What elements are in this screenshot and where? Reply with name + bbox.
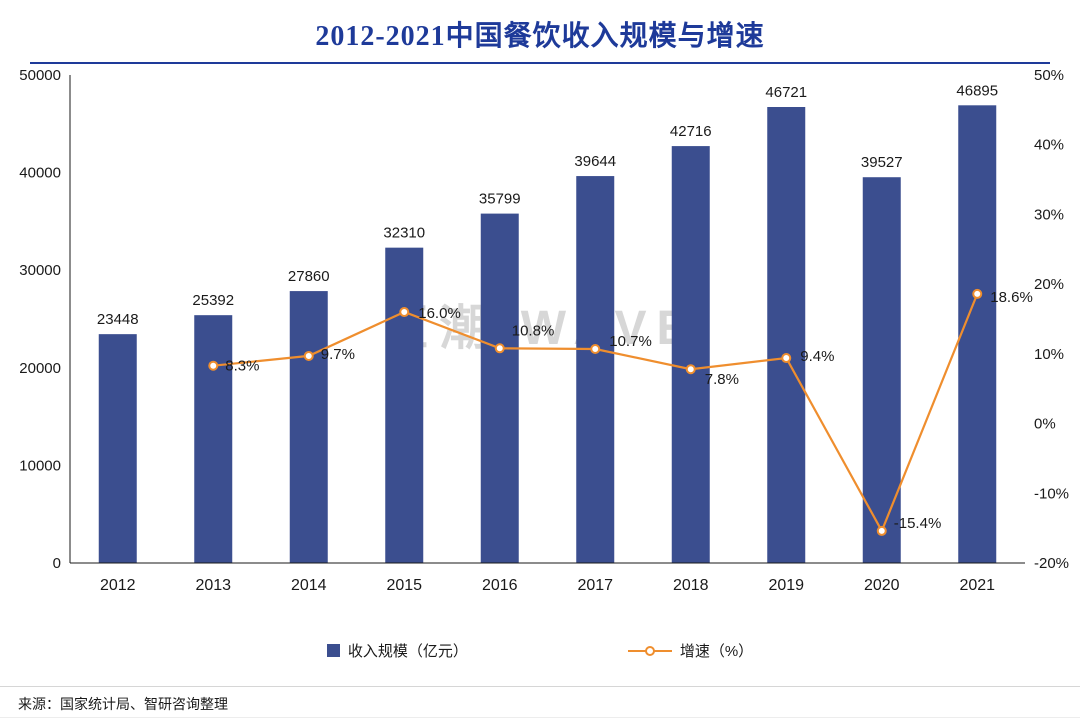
growth-value-label: 10.8% [512, 322, 555, 339]
bar-value-label: 23448 [97, 311, 139, 328]
growth-value-label: 9.4% [800, 348, 834, 365]
left-axis-tick: 20000 [19, 360, 61, 377]
right-axis-tick: 20% [1034, 276, 1064, 293]
growth-swatch-marker [644, 645, 655, 656]
left-axis-tick: 40000 [19, 165, 61, 182]
bar-value-label: 42716 [670, 123, 712, 140]
growth-series-swatch [627, 645, 672, 656]
growth-value-label: 8.3% [225, 358, 259, 375]
bar-2018[interactable] [671, 146, 710, 563]
revenue-legend-label: 收入规模（亿元） [347, 643, 468, 660]
growth-value-label: 10.7% [609, 333, 652, 350]
right-axis-tick: -20% [1034, 555, 1069, 572]
growth-value-label: 18.6% [990, 289, 1033, 306]
growth-marker[interactable] [399, 307, 410, 318]
right-axis-tick: 0% [1034, 416, 1056, 433]
growth-marker[interactable] [303, 350, 314, 361]
bar-2021[interactable] [958, 105, 997, 563]
bar-2017[interactable] [576, 176, 615, 563]
chart-canvas: 23448 25392 27860 32310 35799 39644 42716 46721… [19, 67, 1069, 594]
growth-marker[interactable] [590, 343, 601, 354]
bar-2016[interactable] [480, 213, 519, 564]
growth-value-label: 7.8% [705, 371, 739, 388]
right-axis-tick: 30% [1034, 206, 1064, 223]
x-axis-label: 2014 [291, 577, 327, 594]
watermark: 巨潮 WAVE [381, 302, 699, 355]
bar-2013[interactable] [194, 315, 233, 563]
x-axis-label: 2021 [959, 577, 995, 594]
right-axis-tick: 10% [1034, 346, 1064, 363]
legend-item-revenue[interactable]: 收入规模（亿元） [326, 640, 468, 661]
growth-marker[interactable] [685, 364, 696, 375]
bar-value-label: 46721 [765, 84, 807, 101]
legend: 收入规模（亿元） 增速（%） [0, 640, 1080, 661]
revenue-series-swatch [326, 644, 340, 657]
growth-value-label: 9.7% [321, 346, 355, 363]
x-axis-label: 2016 [482, 577, 518, 594]
growth-marker[interactable] [494, 343, 505, 354]
bar-value-label: 39527 [861, 154, 903, 171]
source-note: 来源：国家统计局、智研咨询整理 [18, 696, 228, 712]
right-axis-tick: 50% [1034, 67, 1064, 84]
bar-2015[interactable] [385, 247, 424, 563]
x-axis-label: 2013 [195, 577, 231, 594]
growth-marker[interactable] [972, 288, 983, 299]
legend-item-growth[interactable]: 增速（%） [627, 640, 754, 661]
chart-title: 2012-2021中国餐饮收入规模与增速 [315, 21, 765, 52]
bar-value-label: 46895 [956, 82, 998, 99]
left-axis-tick: 0 [53, 555, 61, 572]
x-axis-label: 2019 [768, 577, 804, 594]
bar-value-label: 25392 [192, 292, 234, 309]
x-axis-label: 2020 [864, 577, 900, 594]
left-axis-tick: 50000 [19, 67, 61, 84]
bar-2019[interactable] [767, 107, 806, 563]
growth-marker[interactable] [781, 353, 792, 364]
growth-value-label: -15.4% [894, 515, 942, 532]
x-axis-label: 2018 [673, 577, 709, 594]
bar-value-label: 39644 [574, 153, 616, 170]
growth-marker[interactable] [208, 360, 219, 371]
left-axis-tick: 30000 [19, 262, 61, 279]
bar-value-label: 27860 [288, 268, 330, 285]
x-axis-label: 2012 [100, 577, 136, 594]
x-axis-label: 2017 [577, 577, 613, 594]
right-axis-tick: -10% [1034, 485, 1069, 502]
bar-2012[interactable] [98, 334, 137, 563]
growth-value-label: 16.0% [418, 305, 461, 322]
x-axis-label: 2015 [386, 577, 422, 594]
bar-value-label: 32310 [383, 225, 425, 242]
right-axis-tick: 40% [1034, 137, 1064, 154]
bar-2014[interactable] [289, 291, 328, 563]
bottom-divider [0, 717, 1080, 718]
left-axis-tick: 10000 [19, 457, 61, 474]
footer-divider [0, 686, 1080, 687]
bar-value-label: 35799 [479, 191, 521, 208]
growth-marker[interactable] [876, 525, 887, 536]
title-divider [30, 62, 1050, 64]
growth-legend-label: 增速（%） [679, 643, 754, 660]
